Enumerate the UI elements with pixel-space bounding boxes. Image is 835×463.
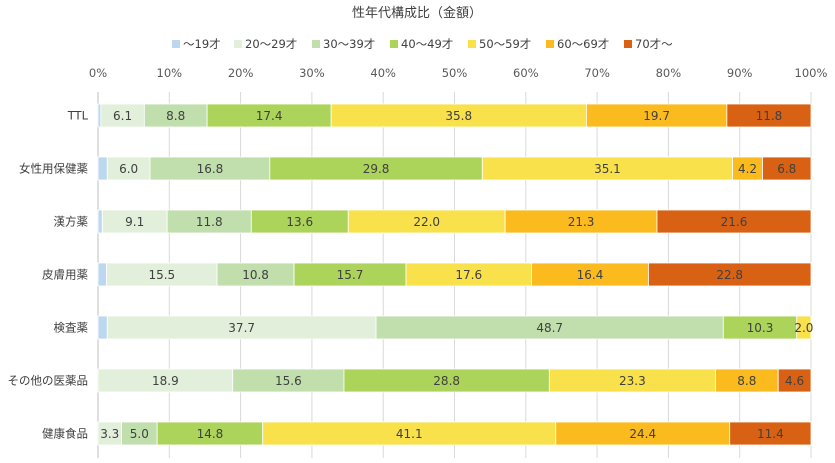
data-label: 17.4 (256, 109, 283, 123)
data-label: 2.0 (794, 321, 813, 335)
x-tick-label: 90% (727, 66, 753, 80)
data-label: 21.6 (721, 215, 748, 229)
bar-segment (648, 262, 812, 287)
data-label: 10.8 (242, 268, 269, 282)
data-label: 3.3 (100, 427, 119, 441)
x-tick-label: 60% (513, 66, 539, 80)
data-label: 8.8 (166, 109, 185, 123)
data-label: 35.1 (594, 162, 621, 176)
data-label: 11.8 (756, 109, 783, 123)
data-label: 13.6 (286, 215, 313, 229)
category-label: 健康食品 (42, 427, 88, 441)
data-label: 14.8 (197, 427, 224, 441)
x-tick-label: 50% (442, 66, 468, 80)
data-label: 24.4 (629, 427, 656, 441)
legend-label: 40～49才 (401, 37, 453, 51)
bar-segment (97, 103, 102, 128)
data-label: 21.3 (568, 215, 595, 229)
data-label: 5.0 (130, 427, 149, 441)
legend-label: 70才～ (635, 37, 673, 51)
legend-label: 20～29才 (245, 37, 297, 51)
category-label: 皮膚用薬 (42, 268, 88, 282)
x-tick-label: 100% (795, 66, 828, 80)
bar-segment (762, 156, 812, 181)
data-label: 4.6 (785, 374, 804, 388)
bar-segment (97, 156, 108, 181)
category-label: 女性用保健薬 (19, 162, 88, 176)
bar-segment (729, 421, 812, 446)
data-label: 9.1 (125, 215, 144, 229)
data-label: 41.1 (396, 427, 423, 441)
data-label: 4.2 (738, 162, 757, 176)
legend-label: 60～69才 (557, 37, 609, 51)
data-label: 15.7 (337, 268, 364, 282)
data-label: 18.9 (152, 374, 179, 388)
data-label: 28.8 (433, 374, 460, 388)
legend-label: ～19才 (183, 37, 221, 51)
data-label: 22.0 (413, 215, 440, 229)
data-label: 11.4 (757, 427, 784, 441)
legend-swatch (172, 40, 180, 48)
bar-segment (796, 315, 812, 340)
data-label: 35.8 (445, 109, 472, 123)
category-label: 漢方薬 (54, 215, 89, 229)
category-label: TTL (67, 109, 89, 123)
data-label: 48.7 (536, 321, 563, 335)
data-label: 19.7 (643, 109, 670, 123)
x-tick-label: 80% (656, 66, 682, 80)
category-label: 検査薬 (54, 321, 89, 335)
data-label: 10.3 (747, 321, 774, 335)
data-label: 17.6 (455, 268, 482, 282)
legend-label: 50～59才 (479, 37, 531, 51)
bar-segment (97, 209, 103, 234)
x-tick-label: 10% (157, 66, 183, 80)
data-label: 6.1 (113, 109, 132, 123)
data-label: 15.5 (148, 268, 175, 282)
x-tick-label: 70% (584, 66, 610, 80)
legend-swatch (390, 40, 398, 48)
data-label: 16.8 (197, 162, 224, 176)
x-tick-label: 0% (89, 66, 107, 80)
data-label: 6.0 (119, 162, 138, 176)
category-label: その他の医薬品 (8, 374, 89, 388)
data-label: 6.8 (777, 162, 796, 176)
data-label: 11.8 (196, 215, 223, 229)
legend-swatch (312, 40, 320, 48)
x-tick-label: 30% (299, 66, 325, 80)
data-label: 8.8 (737, 374, 756, 388)
x-tick-label: 20% (228, 66, 254, 80)
data-label: 15.6 (275, 374, 302, 388)
chart-title: 性年代構成比（金額） (352, 5, 482, 21)
legend-swatch (546, 40, 554, 48)
bar-segment (97, 262, 107, 287)
x-tick-label: 40% (370, 66, 396, 80)
data-label: 22.8 (716, 268, 743, 282)
bar-segment (777, 368, 812, 393)
legend-swatch (234, 40, 242, 48)
data-label: 29.8 (363, 162, 390, 176)
bar-segment (726, 103, 812, 128)
legend-swatch (468, 40, 476, 48)
legend-label: 30～39才 (323, 37, 375, 51)
legend-swatch (624, 40, 632, 48)
data-label: 37.7 (228, 321, 255, 335)
bar-segment (656, 209, 812, 234)
bar-segment (97, 315, 108, 340)
data-label: 16.4 (577, 268, 604, 282)
data-label: 23.3 (619, 374, 646, 388)
